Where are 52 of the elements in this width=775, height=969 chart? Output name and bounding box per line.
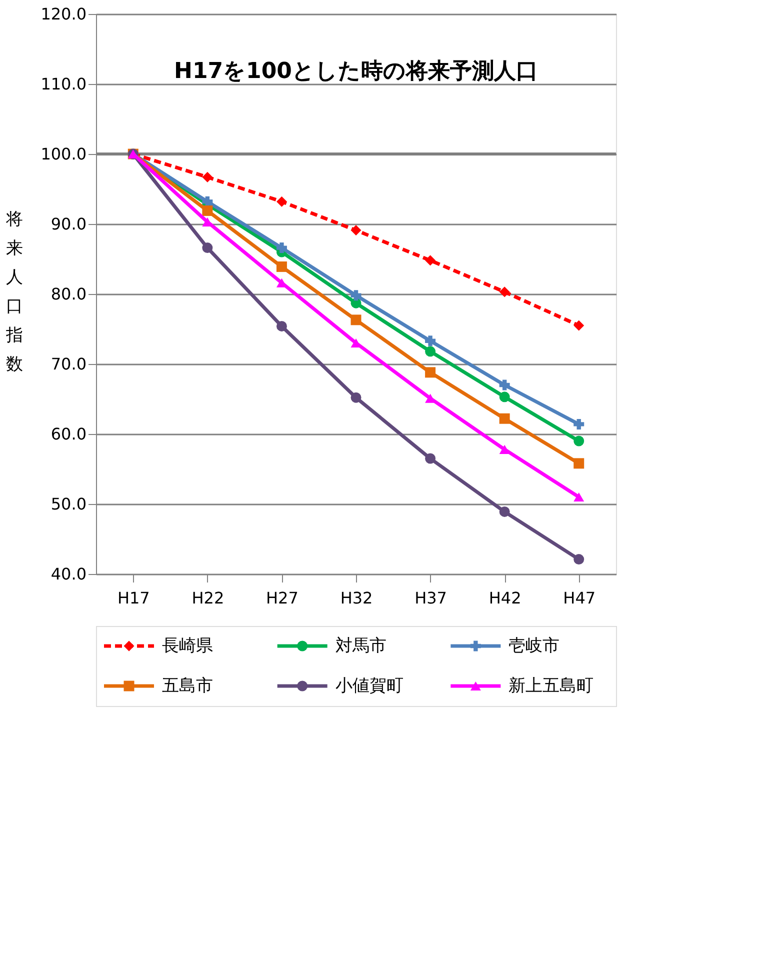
y-tick-label: 60.0 <box>50 424 86 444</box>
x-tick-label: H42 <box>488 588 522 608</box>
point <box>350 290 362 301</box>
point <box>425 367 436 378</box>
point <box>202 172 213 182</box>
point <box>574 458 584 469</box>
y-tick-label: 70.0 <box>50 354 86 374</box>
point <box>499 392 510 402</box>
legend-label: 壱岐市 <box>508 636 560 656</box>
point <box>499 444 510 454</box>
x-tick-label: H37 <box>414 588 447 608</box>
point <box>574 554 584 565</box>
point <box>499 380 510 390</box>
point <box>574 418 584 430</box>
x-tick-label: H32 <box>340 588 373 608</box>
point <box>425 346 436 357</box>
point <box>276 196 287 207</box>
point <box>276 320 287 332</box>
legend-label: 新上五島町 <box>508 676 594 696</box>
y-tick-label: 100.0 <box>40 144 86 164</box>
y-tick-label: 50.0 <box>50 494 86 514</box>
legend-label: 五島市 <box>162 676 213 696</box>
x-tick-label: H17 <box>117 588 150 608</box>
point <box>350 314 362 326</box>
x-tick-label: H47 <box>563 588 596 608</box>
y-axis-title: 将来人口指数 <box>5 210 23 374</box>
legend-label: 長崎県 <box>162 636 213 656</box>
point <box>276 261 287 272</box>
point <box>276 242 287 254</box>
text: H17を100とした時の将来予測人口 <box>174 59 538 84</box>
x-tick-label: H27 <box>266 588 298 608</box>
point <box>425 255 436 266</box>
x-tick-label: H22 <box>192 588 224 608</box>
point <box>574 436 584 446</box>
legend-label: 小値賀町 <box>335 676 404 696</box>
point <box>499 413 510 424</box>
y-tick-label: 40.0 <box>50 564 86 584</box>
point <box>202 205 213 216</box>
y-tick-label: 120.0 <box>40 4 86 24</box>
y-tick-label: 90.0 <box>50 214 86 234</box>
point <box>202 242 213 254</box>
point <box>350 392 362 403</box>
point <box>425 453 436 464</box>
point <box>350 225 362 236</box>
point <box>425 336 436 346</box>
legend-label: 対馬市 <box>335 636 386 656</box>
point <box>499 506 510 517</box>
point <box>574 320 584 331</box>
point <box>574 492 584 502</box>
y-tick-label: 110.0 <box>40 74 86 94</box>
point <box>499 286 510 298</box>
y-tick-label: 80.0 <box>50 284 86 304</box>
